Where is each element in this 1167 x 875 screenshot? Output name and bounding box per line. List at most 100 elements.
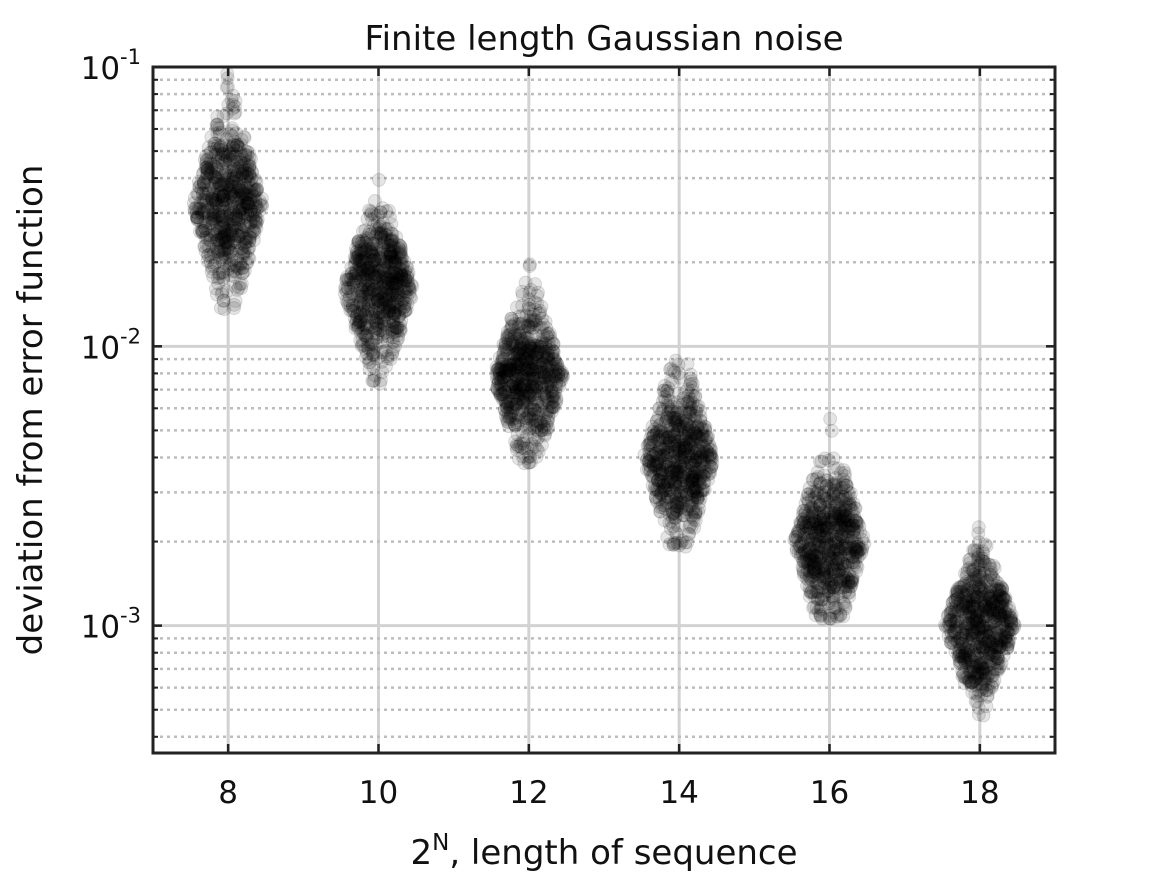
data-point: [518, 275, 533, 290]
data-point: [223, 208, 238, 223]
data-point: [230, 251, 245, 266]
data-point: [238, 238, 253, 253]
data-point: [349, 266, 364, 281]
data-point: [531, 430, 546, 445]
data-point: [225, 174, 240, 189]
data-point: [229, 227, 244, 242]
data-point: [199, 160, 214, 175]
data-point: [385, 233, 400, 248]
data-point: [246, 189, 261, 204]
data-point: [227, 99, 242, 114]
data-point: [216, 293, 231, 308]
data-point: [203, 166, 218, 181]
data-point: [214, 178, 229, 193]
data-point: [991, 605, 1006, 620]
data-point: [204, 166, 219, 181]
data-point: [692, 403, 707, 418]
data-point: [205, 242, 220, 257]
data-point: [227, 297, 242, 312]
data-point: [534, 311, 549, 326]
data-point: [193, 201, 208, 216]
data-point: [242, 184, 257, 199]
data-point: [215, 265, 230, 280]
data-point: [226, 137, 241, 152]
data-point: [210, 224, 225, 239]
data-point: [237, 237, 252, 252]
data-point: [221, 97, 236, 112]
data-point: [199, 152, 214, 167]
data-point: [249, 214, 264, 229]
data-point: [206, 208, 221, 223]
data-point: [234, 132, 249, 147]
data-point: [207, 195, 222, 210]
data-point: [225, 212, 240, 227]
data-point: [248, 184, 263, 199]
x-axis-label-superscript: N: [432, 830, 449, 856]
data-point: [998, 590, 1013, 605]
data-point: [659, 495, 674, 510]
data-point: [386, 300, 401, 315]
data-point: [235, 246, 250, 261]
x-axis-label: 2N, length of sequence: [410, 830, 797, 873]
data-point: [191, 201, 206, 216]
data-point: [199, 153, 214, 168]
data-point: [203, 153, 218, 168]
data-point: [513, 322, 528, 337]
data-point: [206, 213, 221, 228]
data-point: [232, 261, 247, 276]
data-point: [236, 158, 251, 173]
data-point: [212, 178, 227, 193]
data-point: [231, 178, 246, 193]
data-point: [243, 151, 258, 166]
data-point: [204, 129, 219, 144]
data-point: [229, 235, 244, 250]
data-point: [229, 154, 244, 169]
data-point: [393, 323, 408, 338]
data-point: [189, 209, 204, 224]
data-point: [231, 164, 246, 179]
data-point: [217, 215, 232, 230]
data-point: [391, 272, 406, 287]
data-point: [217, 220, 232, 235]
data-point: [200, 159, 215, 174]
data-point: [212, 121, 227, 136]
data-point: [254, 197, 269, 212]
data-point: [215, 189, 230, 204]
data-point: [836, 595, 851, 610]
data-point: [244, 203, 259, 218]
data-point: [802, 589, 817, 604]
x-tick-labels: 8 10 12 14 16 18: [218, 775, 999, 811]
data-point: [244, 207, 259, 222]
data-point: [976, 708, 991, 723]
data-point: [362, 362, 377, 377]
data-point: [214, 230, 229, 245]
data-point: [218, 187, 233, 202]
data-point: [210, 172, 225, 187]
data-point: [206, 157, 221, 172]
data-point: [199, 193, 214, 208]
data-point: [225, 88, 240, 103]
data-point: [521, 301, 536, 316]
data-point: [249, 215, 264, 230]
data-point: [225, 221, 240, 236]
data-point: [658, 392, 673, 407]
data-point: [203, 232, 218, 247]
data-point: [229, 154, 244, 169]
data-point: [673, 480, 688, 495]
data-point: [223, 152, 238, 167]
data-point: [239, 231, 254, 246]
data-point: [221, 240, 236, 255]
data-point: [225, 150, 240, 165]
data-point: [245, 224, 260, 239]
data-point: [207, 183, 222, 198]
data-point: [199, 228, 214, 243]
data-point: [201, 207, 216, 222]
data-point: [240, 192, 255, 207]
data-point: [226, 158, 241, 173]
data-point: [208, 228, 223, 243]
data-point: [235, 168, 250, 183]
data-point: [399, 302, 414, 317]
data-point: [227, 188, 242, 203]
data-point: [385, 345, 400, 360]
